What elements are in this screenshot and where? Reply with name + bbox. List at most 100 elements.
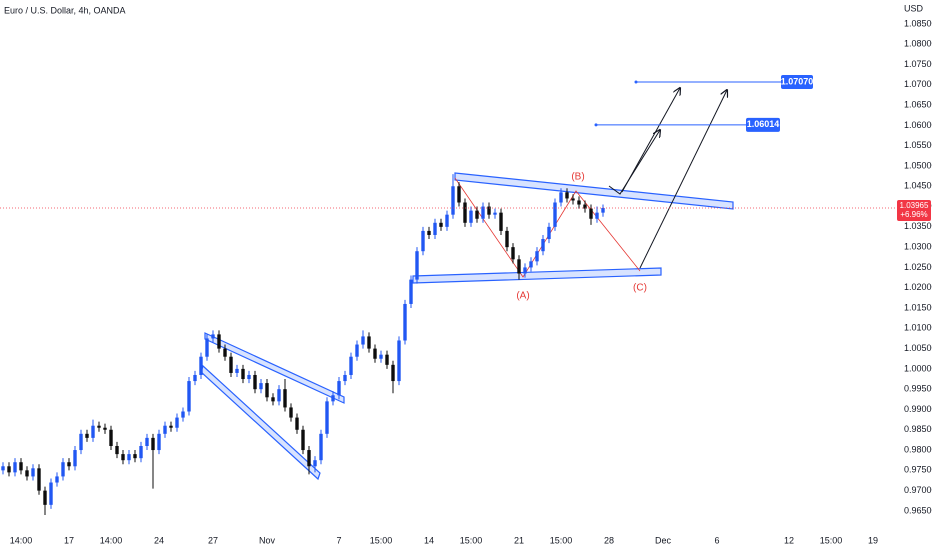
candle-body (583, 204, 587, 209)
candle-body (571, 198, 575, 201)
y-tick-label: 1.06000 (904, 120, 932, 130)
candle-body (529, 261, 533, 268)
y-tick-label: 1.02000 (904, 282, 932, 292)
candle-body (577, 200, 581, 205)
candle-body (379, 354, 383, 359)
candle-body (457, 186, 461, 203)
y-tick-label: 1.01000 (904, 323, 932, 333)
drawings: (A) (B) (C) (200, 88, 734, 481)
arrow (608, 130, 660, 195)
y-tick-label: 1.00500 (904, 343, 932, 353)
candle-body (589, 208, 593, 219)
candle-body (421, 230, 425, 252)
candle-body (211, 334, 215, 339)
candle-body (223, 348, 227, 357)
candle-body (235, 368, 239, 373)
x-tick-label: 17 (64, 535, 74, 545)
target-dot (594, 123, 598, 127)
candle-body (55, 476, 59, 483)
candle-body (337, 381, 341, 396)
candle-body (229, 356, 233, 373)
change-label: +6.96% (900, 210, 927, 219)
candle-body (247, 374, 251, 380)
x-tick-label: 15:00 (370, 535, 393, 545)
candle-body (205, 338, 209, 357)
x-tick-label: 7 (336, 535, 341, 545)
candle-body (541, 239, 545, 252)
target-label: 1.07070 (781, 76, 814, 86)
candle-body (73, 450, 77, 467)
candle-body (127, 454, 131, 461)
candle-body (31, 468, 35, 477)
wave-label: (B) (571, 172, 584, 183)
candle-body (217, 334, 221, 349)
x-tick-label: 27 (208, 535, 218, 545)
y-tick-label: 1.08500 (904, 18, 932, 28)
candle-body (91, 425, 95, 438)
candle-body (325, 401, 329, 434)
candle-body (1, 466, 5, 471)
y-tick-label: 1.03000 (904, 242, 932, 252)
candle-body (463, 202, 467, 223)
candle-body (349, 356, 353, 375)
candle-body (49, 482, 53, 505)
x-tick-label: Nov (259, 535, 276, 545)
candle-body (343, 374, 347, 382)
x-tick-label: 6 (714, 535, 719, 545)
target-dot (634, 80, 638, 84)
candle-body (283, 389, 287, 408)
last-price-box (897, 199, 931, 221)
y-tick-label: 1.04500 (904, 181, 932, 191)
y-tick-label: 1.00000 (904, 363, 932, 373)
candle-body (487, 206, 491, 215)
y-tick-label: 1.07500 (904, 59, 932, 69)
wave-label: (C) (633, 283, 647, 294)
candle-body (253, 374, 257, 390)
x-tick-label: Dec (655, 535, 672, 545)
candle-body (19, 462, 23, 471)
candle-body (199, 356, 203, 375)
candle-body (67, 462, 71, 467)
candle-body (565, 192, 569, 199)
y-tick-label: 1.05000 (904, 160, 932, 170)
candle-body (103, 427, 107, 430)
target-label: 1.06014 (747, 119, 780, 129)
candle-body (481, 206, 485, 219)
x-tick-label: 14 (424, 535, 434, 545)
candle-body (601, 207, 605, 213)
candle-body (547, 226, 551, 240)
candle-body (391, 364, 395, 382)
chart-title: Euro / U.S. Dollar, 4h, OANDA (4, 5, 126, 15)
candle-body (157, 433, 161, 451)
candle-body (13, 462, 17, 473)
candle-body (433, 222, 437, 235)
candle-body (355, 344, 359, 357)
candle-body (97, 425, 101, 428)
candle-body (121, 454, 125, 461)
candle-body (259, 383, 263, 390)
candle-body (193, 374, 197, 382)
candle-body (61, 462, 65, 477)
candle-body (439, 222, 443, 227)
candle-body (535, 251, 539, 262)
candle-body (331, 395, 335, 402)
candle-body (451, 186, 455, 215)
x-tick-label: 12 (784, 535, 794, 545)
arrow (621, 88, 680, 193)
candle-body (307, 450, 311, 467)
candle-body (169, 425, 173, 428)
candle-body (319, 433, 323, 461)
candle-body (595, 212, 599, 219)
candle-body (79, 433, 83, 451)
candle-body (397, 340, 401, 382)
candle-body (181, 411, 185, 418)
candle-body (163, 425, 167, 434)
triangle-upper (454, 172, 734, 210)
candle-body (7, 466, 11, 473)
candle-body (295, 417, 299, 430)
